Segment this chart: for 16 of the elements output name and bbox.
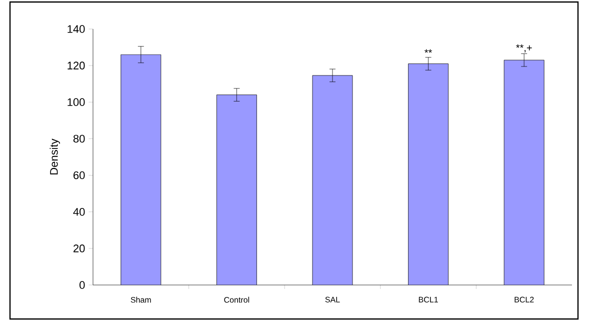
y-tick-label: 120 [68, 62, 85, 70]
x-tick-label: Control [224, 296, 250, 303]
x-tick-label: BCL1 [418, 296, 438, 302]
y-tick-label: 60 [74, 171, 85, 180]
y-tick-label: 0 [80, 281, 85, 289]
annotation: ** [424, 49, 432, 53]
y-tick-label: 100 [68, 98, 85, 106]
y-axis-title: Density [50, 138, 60, 174]
x-tick-label: SAL [325, 296, 340, 302]
x-tick-label: BCL2 [514, 296, 534, 302]
y-tick-label: 20 [74, 244, 85, 252]
y-tick-label: 40 [73, 208, 85, 216]
y-tick-label: 80 [73, 134, 85, 143]
annotation: **,+ [516, 44, 532, 52]
x-tick-label: Sham [130, 296, 151, 303]
y-tick-label: 140 [68, 25, 85, 33]
